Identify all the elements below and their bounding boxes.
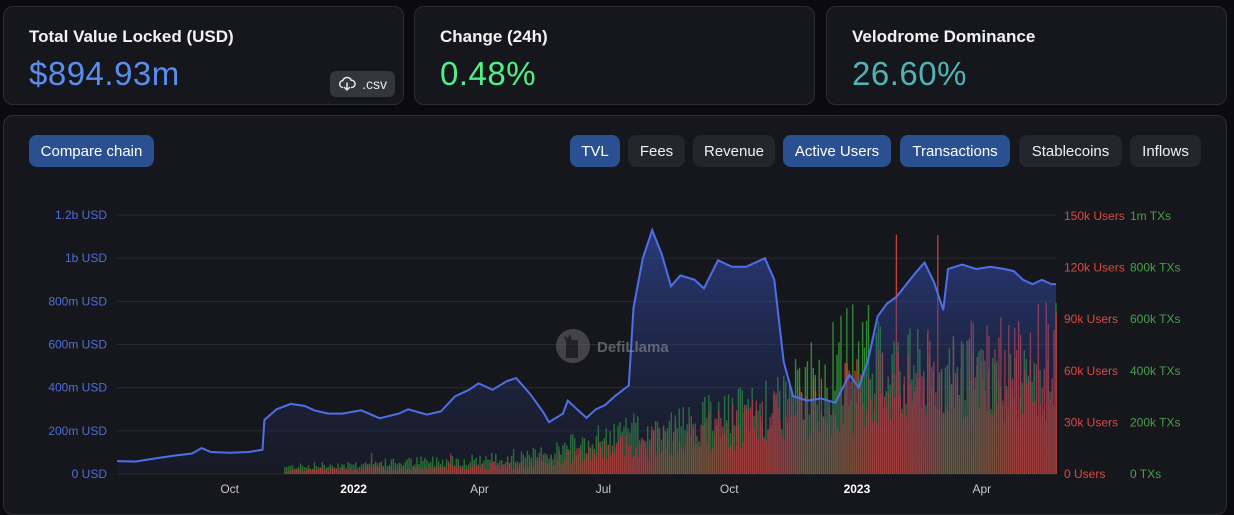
toggle-active-users[interactable]: Active Users xyxy=(783,135,891,167)
x-tick-label: Oct xyxy=(220,482,239,496)
tvl-value: $894.93m xyxy=(29,55,180,92)
csv-download-button[interactable]: .csv xyxy=(330,71,395,97)
toggle-fees[interactable]: Fees xyxy=(628,135,685,167)
llama-silhouette-icon xyxy=(564,334,578,358)
x-tick-label: Apr xyxy=(470,482,489,496)
toggle-revenue[interactable]: Revenue xyxy=(693,135,775,167)
dominance-value: 26.60% xyxy=(852,55,967,92)
y-tick-label-tx: 800k TXs xyxy=(1130,261,1180,275)
tvl-line xyxy=(116,227,1056,463)
watermark-text: DefiLlama xyxy=(597,339,669,356)
dominance-card: Velodrome Dominance 26.60% xyxy=(826,6,1227,105)
csv-label: .csv xyxy=(362,76,387,92)
compare-chain-button[interactable]: Compare chain xyxy=(29,135,154,167)
y-tick-label-users: 0 Users xyxy=(1064,467,1105,481)
x-tick-label: Oct xyxy=(720,482,739,496)
y-tick-label-tx: 1m TXs xyxy=(1130,209,1171,223)
tvl-area xyxy=(117,230,1056,474)
y-tick-label-tx: 600k TXs xyxy=(1130,312,1180,326)
y-tick-label-left: 0 USD xyxy=(72,467,108,481)
x-tick-label: Apr xyxy=(972,482,991,496)
y-tick-label-users: 60k Users xyxy=(1064,364,1118,378)
y-tick-label-users: 120k Users xyxy=(1064,261,1125,275)
x-tick-label: 2022 xyxy=(340,482,367,496)
y-tick-label-left: 400m USD xyxy=(48,381,107,395)
y-tick-label-users: 150k Users xyxy=(1064,209,1125,223)
toggle-inflows[interactable]: Inflows xyxy=(1130,135,1201,167)
change-value: 0.48% xyxy=(440,55,537,92)
y-tick-label-left: 800m USD xyxy=(48,294,107,308)
change-title: Change (24h) xyxy=(440,27,548,46)
x-tick-label: 2023 xyxy=(844,482,871,496)
tx-bar xyxy=(832,322,834,474)
y-tick-label-tx: 400k TXs xyxy=(1130,364,1180,378)
toggle-transactions[interactable]: Transactions xyxy=(900,135,1010,167)
y-tick-label-users: 30k Users xyxy=(1064,415,1118,429)
y-tick-label-users: 90k Users xyxy=(1064,312,1118,326)
defillama-watermark: DefiLlama xyxy=(556,329,669,363)
y-tick-label-left: 600m USD xyxy=(48,338,107,352)
tvl-card: Total Value Locked (USD) $894.93m .csv xyxy=(3,6,404,105)
change-card: Change (24h) 0.48% xyxy=(414,6,815,105)
y-tick-label-left: 200m USD xyxy=(48,424,107,438)
toggle-tvl[interactable]: TVL xyxy=(570,135,620,167)
users-bar xyxy=(1055,312,1057,474)
tvl-title: Total Value Locked (USD) xyxy=(29,27,234,46)
dominance-title: Velodrome Dominance xyxy=(852,27,1036,46)
y-tick-label-left: 1.2b USD xyxy=(55,208,107,222)
y-tick-label-left: 1b USD xyxy=(65,251,107,265)
y-tick-label-tx: 200k TXs xyxy=(1130,415,1180,429)
toggle-stablecoins[interactable]: Stablecoins xyxy=(1019,135,1122,167)
x-tick-label: Jul xyxy=(596,482,611,496)
cloud-download-icon xyxy=(339,76,356,91)
y-tick-label-tx: 0 TXs xyxy=(1130,467,1161,481)
